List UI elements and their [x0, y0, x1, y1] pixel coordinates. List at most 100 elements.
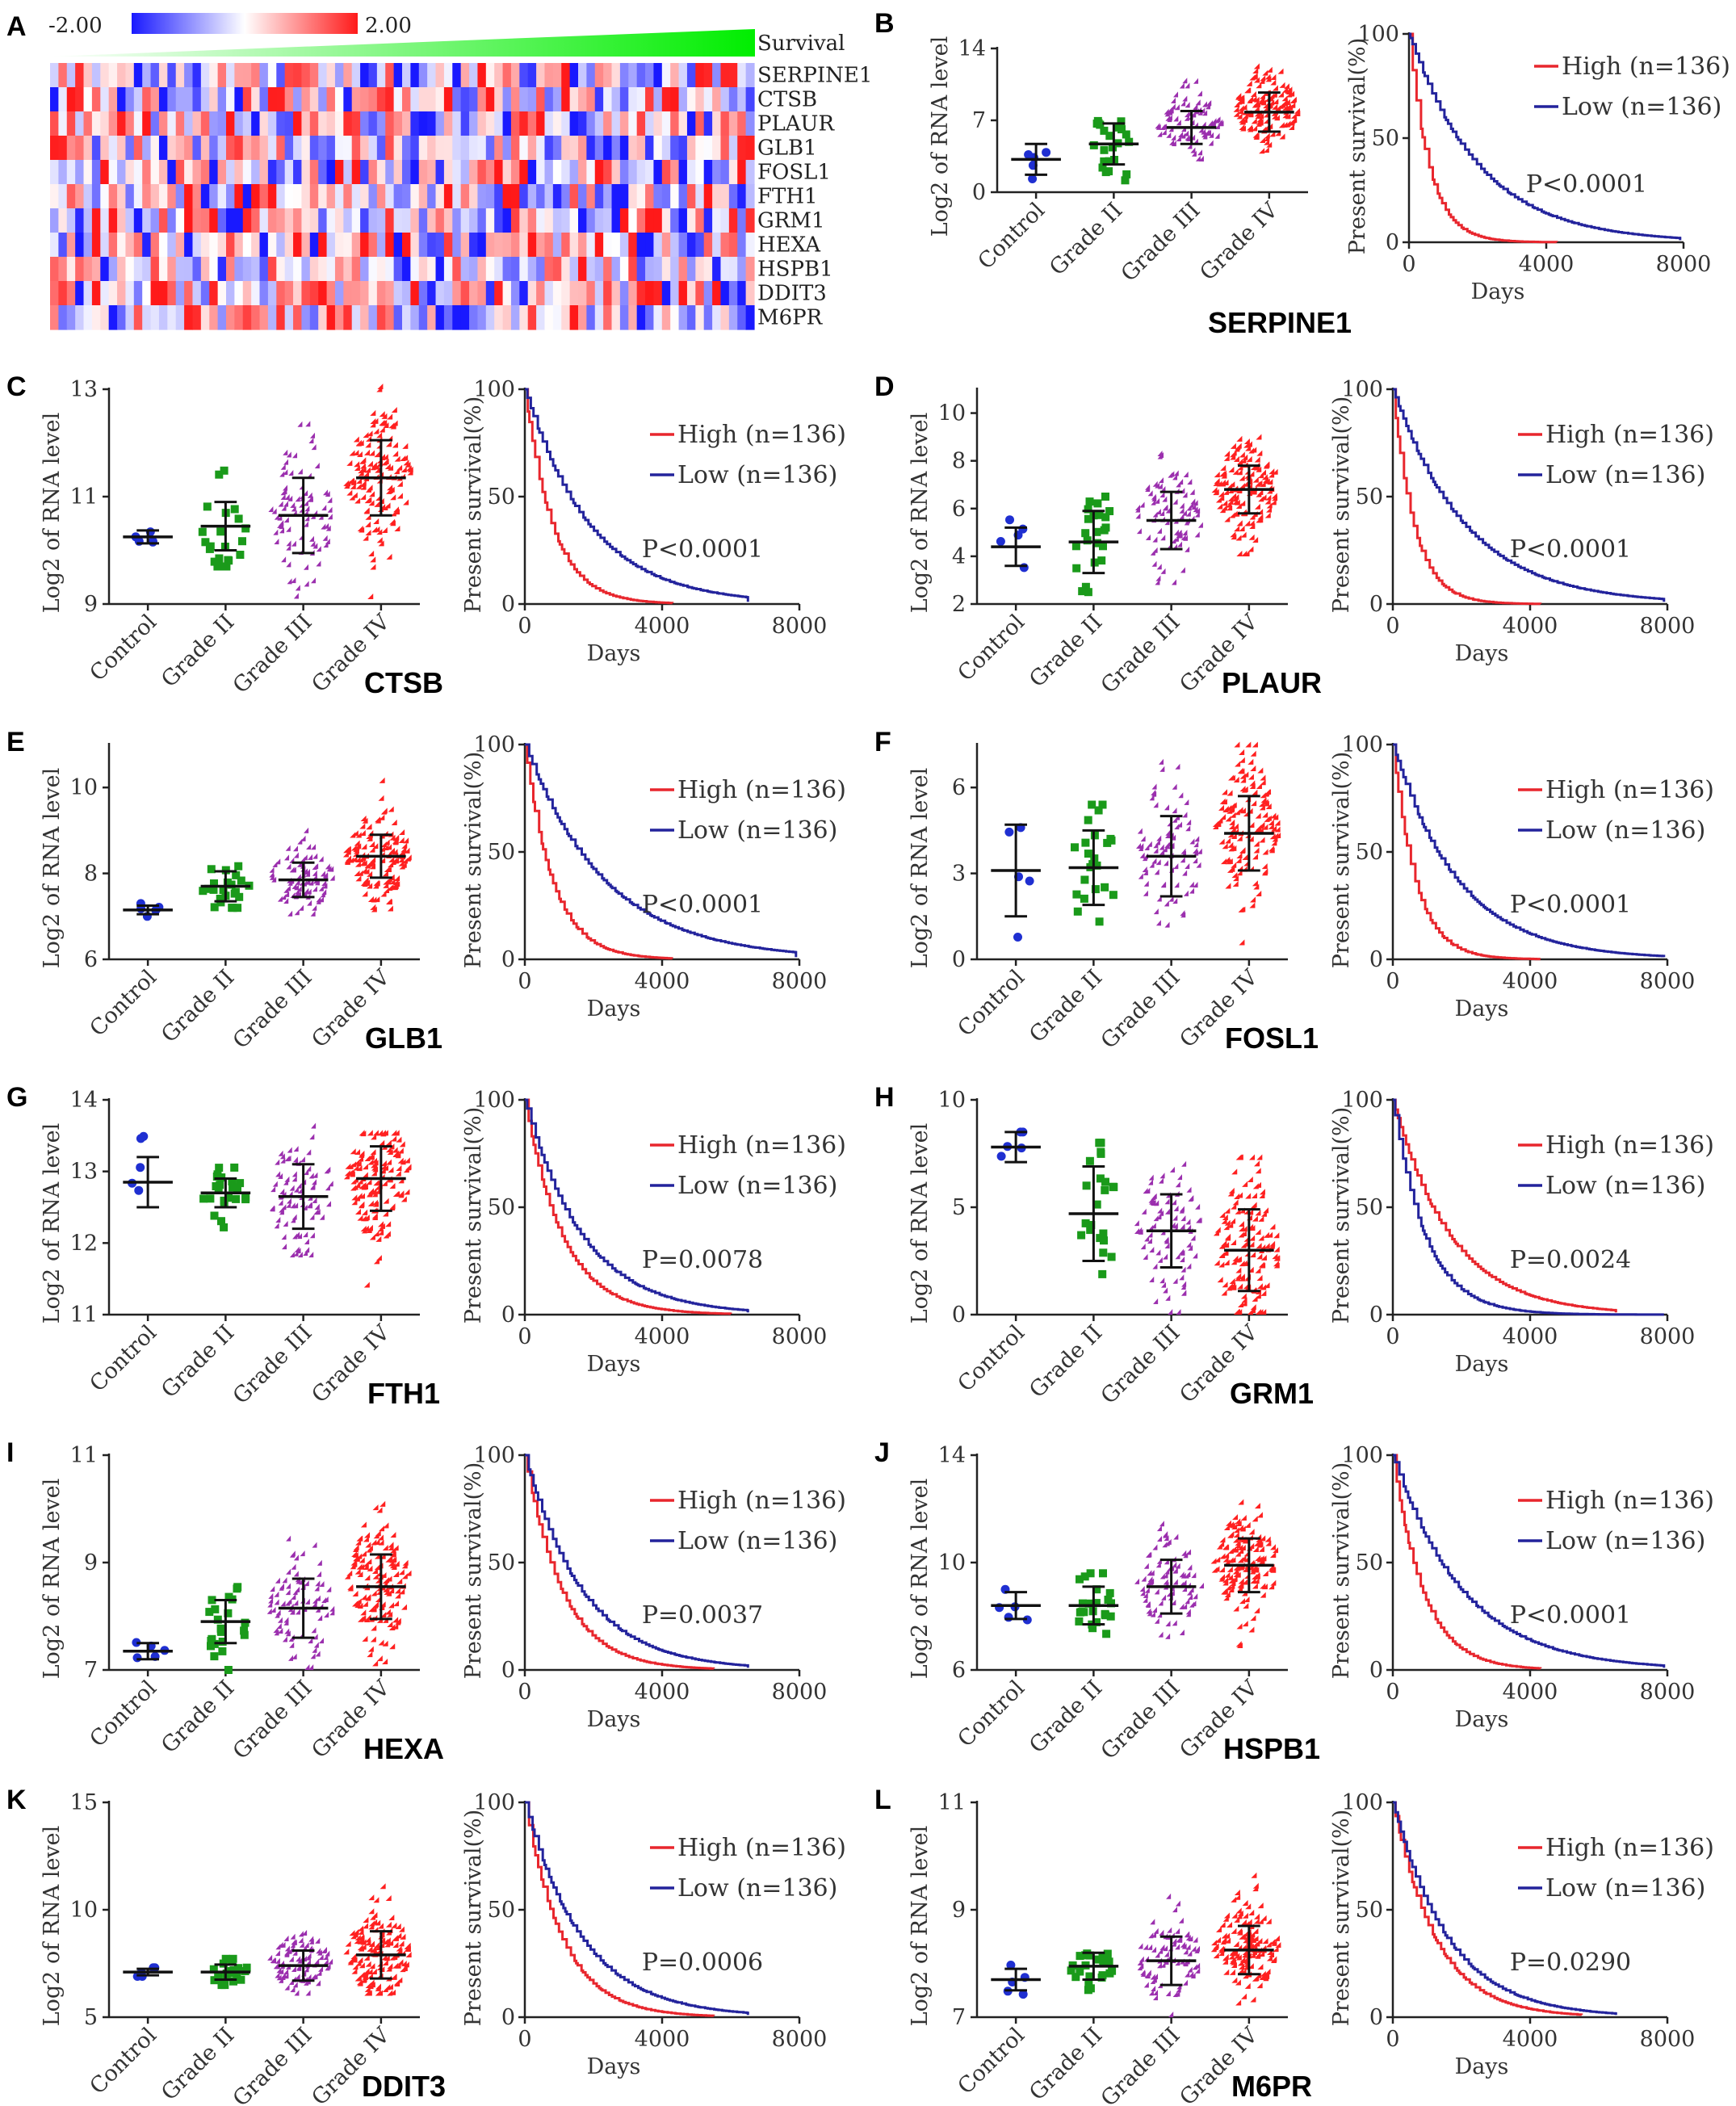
- data-point: [1149, 1198, 1155, 1205]
- x-tick-label: 4000: [1503, 1324, 1558, 1349]
- heatmap-cell: [703, 63, 713, 88]
- data-point: [366, 1179, 372, 1185]
- data-point: [404, 1943, 410, 1949]
- data-point: [270, 1206, 275, 1212]
- data-point: [1159, 1573, 1165, 1580]
- heatmap-cell: [133, 87, 143, 112]
- data-point: [1212, 824, 1218, 830]
- heatmap-cell: [720, 63, 730, 88]
- data-point: [304, 869, 310, 875]
- data-point: [1272, 103, 1278, 110]
- heatmap-cell: [234, 63, 244, 88]
- point-group: [269, 827, 335, 917]
- data-point: [363, 535, 369, 541]
- heatmap-cell: [393, 111, 403, 136]
- heatmap-cell: [192, 87, 202, 112]
- data-point: [1222, 806, 1229, 812]
- heatmap-cell: [443, 281, 453, 306]
- y-tick-label: 0: [501, 947, 515, 972]
- heatmap-cell: [418, 257, 428, 282]
- data-point: [308, 1638, 313, 1644]
- heatmap-cell: [75, 305, 85, 330]
- data-point: [1216, 1543, 1222, 1550]
- heatmap-cell: [158, 281, 168, 306]
- heatmap-cell: [50, 257, 59, 282]
- heatmap-cell: [175, 281, 185, 306]
- heatmap-cell: [242, 305, 252, 330]
- data-point: [1239, 749, 1245, 755]
- heatmap-cells: [50, 63, 755, 330]
- heatmap-cell: [661, 160, 671, 185]
- data-point: [274, 1223, 279, 1229]
- data-point: [1157, 131, 1163, 137]
- data-point: [368, 500, 375, 506]
- heatmap-cell: [242, 208, 252, 233]
- data-point: [1135, 505, 1141, 511]
- data-point: [1154, 1588, 1159, 1595]
- data-point: [1189, 838, 1195, 845]
- data-point: [1264, 136, 1270, 142]
- heatmap-cell: [251, 87, 261, 112]
- data-point: [307, 900, 312, 906]
- data-point: [323, 1958, 329, 1965]
- data-point: [392, 1191, 399, 1198]
- data-point: [1235, 1518, 1241, 1525]
- heatmap-cell: [209, 305, 219, 330]
- data-point: [230, 505, 239, 514]
- data-point: [368, 1908, 375, 1915]
- data-point: [1193, 1593, 1198, 1600]
- data-point: [1107, 1599, 1115, 1608]
- data-point: [312, 886, 317, 892]
- data-point: [371, 1590, 377, 1596]
- x-axis-label: Days: [1471, 279, 1525, 304]
- data-point: [300, 1156, 305, 1163]
- data-point: [271, 1957, 277, 1964]
- data-point: [299, 1941, 304, 1948]
- data-point: [228, 1177, 237, 1185]
- data-point: [1257, 1918, 1264, 1924]
- heatmap-cell: [91, 208, 101, 233]
- heatmap-cell: [552, 257, 562, 282]
- heatmap-cell: [569, 233, 579, 258]
- data-point: [355, 832, 362, 838]
- data-point: [1084, 505, 1092, 514]
- heatmap-cell: [544, 208, 554, 233]
- data-point: [1233, 1527, 1239, 1533]
- data-point: [1166, 841, 1172, 847]
- legend-label: Low (n=136): [1545, 1874, 1705, 1903]
- heatmap-cell: [133, 184, 143, 209]
- data-point: [1260, 469, 1267, 476]
- y-axis-label: Log2 of RNA level: [928, 36, 953, 237]
- data-point: [1179, 507, 1185, 514]
- data-point: [1191, 1945, 1197, 1952]
- data-point: [1072, 890, 1081, 899]
- heatmap-cell: [678, 87, 688, 112]
- data-point: [1181, 1290, 1187, 1296]
- data-point: [1174, 104, 1180, 111]
- data-point: [1147, 1576, 1153, 1583]
- data-point: [375, 817, 381, 824]
- data-point: [209, 1965, 218, 1974]
- data-point: [1257, 1903, 1264, 1909]
- data-point: [1168, 472, 1173, 478]
- data-point: [1227, 1574, 1233, 1580]
- data-point: [1243, 550, 1250, 556]
- data-point: [1214, 117, 1220, 124]
- heatmap-cell: [402, 281, 411, 306]
- data-point: [1101, 883, 1109, 891]
- data-point: [1143, 1596, 1148, 1603]
- heatmap-cell: [318, 257, 328, 282]
- data-point: [1175, 1900, 1180, 1907]
- data-point: [354, 1159, 360, 1165]
- data-point: [1172, 783, 1177, 790]
- legend-label: High (n=136): [1545, 1834, 1714, 1862]
- data-point: [393, 1600, 400, 1607]
- data-point: [1161, 1282, 1167, 1288]
- data-point: [1163, 1579, 1168, 1585]
- data-point: [1153, 1990, 1159, 1996]
- data-point: [312, 1974, 318, 1980]
- heatmap-cell: [200, 136, 210, 161]
- y-tick-label: 4: [952, 544, 966, 569]
- data-point: [1228, 467, 1235, 473]
- heatmap-cell: [334, 111, 344, 136]
